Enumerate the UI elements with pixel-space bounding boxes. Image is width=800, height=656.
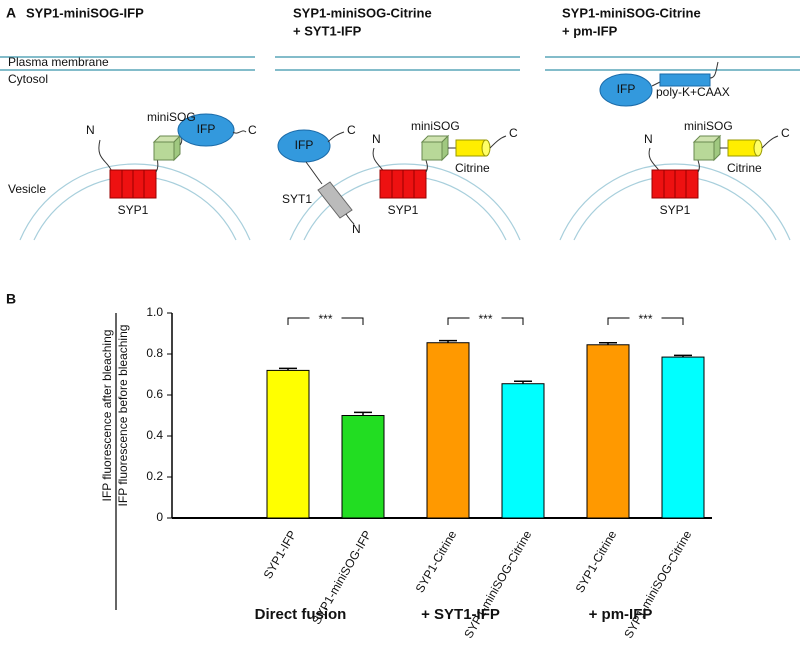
error-bar bbox=[674, 354, 692, 358]
panel-title: SYP1-miniSOG-IFP bbox=[26, 5, 144, 20]
protein-label: SYT1 bbox=[282, 192, 312, 206]
panel-title: SYP1-miniSOG-Citrine bbox=[562, 5, 701, 20]
group-label: + pm-IFP bbox=[589, 606, 653, 623]
membrane-label: Plasma membrane bbox=[8, 55, 109, 69]
x-tick-label: SYP1-miniSOG-Citrine bbox=[621, 528, 694, 641]
y-tick-label: 0.4 bbox=[146, 428, 163, 442]
protein-label: IFP bbox=[617, 82, 636, 96]
group-label: Direct fusion bbox=[255, 606, 347, 623]
protein-label: poly-K+CAAX bbox=[656, 85, 730, 99]
error-bar bbox=[514, 380, 532, 384]
panel-title: + SYT1-IFP bbox=[293, 23, 362, 38]
y-axis-label: IFP fluorescence after bleaching bbox=[100, 330, 114, 502]
cytosol-label: Cytosol bbox=[8, 72, 48, 86]
significance-label: *** bbox=[638, 312, 652, 326]
bar-chart: IFP fluorescence after bleaching IFP fluo… bbox=[100, 305, 712, 641]
protein-diagram bbox=[599, 61, 779, 199]
error-bar bbox=[599, 341, 617, 345]
y-tick-label: 1.0 bbox=[146, 305, 163, 319]
y-tick-label: 0 bbox=[156, 510, 163, 524]
protein-label: IFP bbox=[295, 138, 314, 152]
error-bar bbox=[279, 367, 297, 371]
error-bar bbox=[354, 411, 372, 416]
protein-label: IFP bbox=[197, 122, 216, 136]
x-tick-label: SYP1-Citrine bbox=[413, 528, 460, 595]
protein-label: SYP1 bbox=[660, 203, 691, 217]
significance-bracket bbox=[287, 317, 364, 325]
bar bbox=[426, 342, 470, 519]
panel-label: A bbox=[6, 5, 16, 21]
x-tick-label: SYP1-miniSOG-Citrine bbox=[461, 528, 534, 641]
bar bbox=[586, 344, 630, 519]
protein-label: SYP1 bbox=[118, 203, 149, 217]
y-tick-label: 0.6 bbox=[146, 387, 163, 401]
bar bbox=[266, 369, 310, 519]
protein-label: Citrine bbox=[455, 161, 490, 175]
error-bar bbox=[439, 339, 457, 343]
panel-title: + pm-IFP bbox=[562, 23, 618, 38]
x-tick-label: SYP1-Citrine bbox=[573, 528, 620, 595]
bar bbox=[661, 356, 705, 519]
bar bbox=[501, 383, 545, 519]
protein-label: N bbox=[352, 222, 361, 236]
group-label: + SYT1-IFP bbox=[421, 606, 500, 623]
protein-diagram bbox=[98, 113, 247, 199]
protein-label: C bbox=[248, 123, 257, 137]
protein-label: miniSOG bbox=[147, 110, 196, 124]
protein-label: C bbox=[347, 123, 356, 137]
protein-label: Citrine bbox=[727, 161, 762, 175]
x-tick-label: SYP1-IFP bbox=[261, 528, 300, 581]
protein-label: C bbox=[781, 126, 790, 140]
y-axis-label: IFP fluorescence before bleaching bbox=[116, 325, 130, 507]
panel-label: B bbox=[6, 291, 16, 307]
bar bbox=[341, 415, 385, 519]
significance-label: *** bbox=[478, 312, 492, 326]
vesicle-label: Vesicle bbox=[8, 182, 46, 196]
protein-label: C bbox=[509, 126, 518, 140]
y-tick-label: 0.2 bbox=[146, 469, 163, 483]
significance-bracket bbox=[447, 317, 524, 325]
protein-diagram bbox=[277, 129, 507, 225]
protein-label: N bbox=[372, 132, 381, 146]
protein-label: N bbox=[644, 132, 653, 146]
significance-label: *** bbox=[318, 312, 332, 326]
y-tick-label: 0.8 bbox=[146, 346, 163, 360]
protein-label: SYP1 bbox=[388, 203, 419, 217]
protein-label: N bbox=[86, 123, 95, 137]
panel-title: SYP1-miniSOG-Citrine bbox=[293, 5, 432, 20]
significance-bracket bbox=[607, 317, 684, 325]
protein-label: miniSOG bbox=[411, 119, 460, 133]
protein-label: miniSOG bbox=[684, 119, 733, 133]
membranes bbox=[0, 56, 800, 71]
